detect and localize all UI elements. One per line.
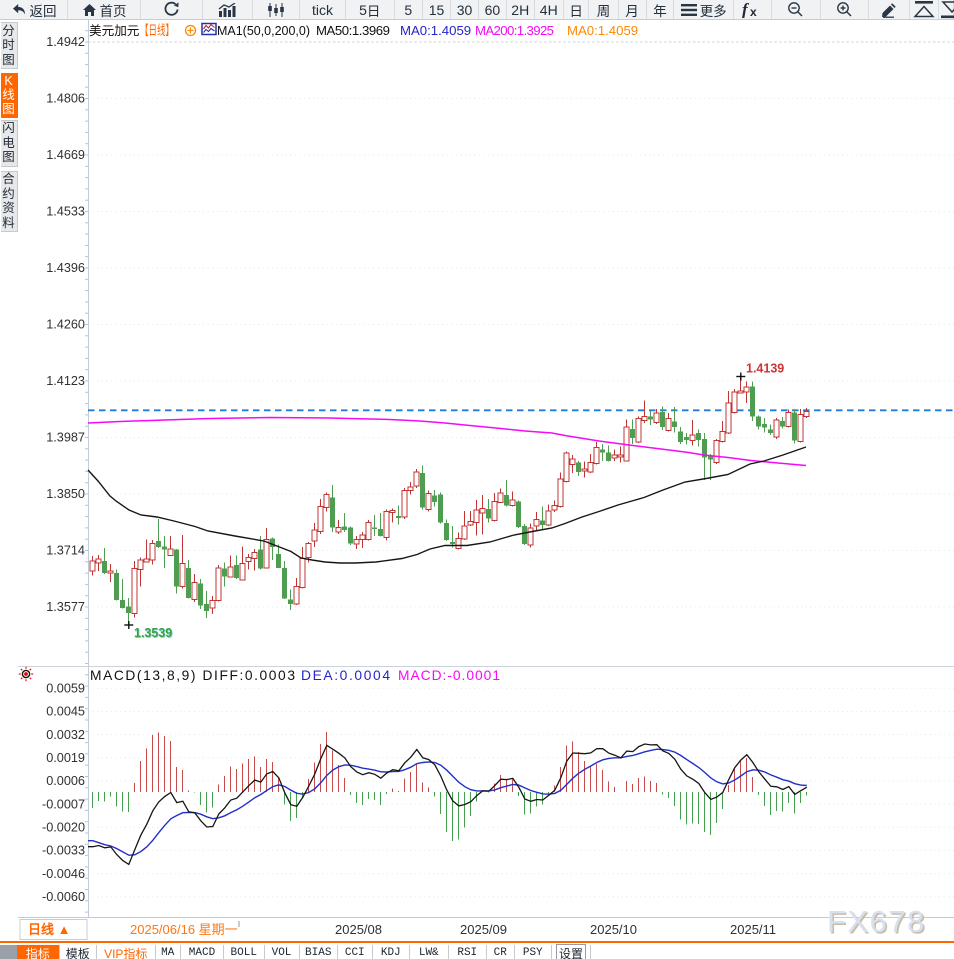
svg-text:2025/11: 2025/11	[730, 922, 776, 937]
svg-text:1.4806: 1.4806	[46, 92, 85, 106]
svg-text:-0.0007: -0.0007	[42, 797, 85, 811]
svg-text:0.0006: 0.0006	[46, 774, 85, 788]
svg-text:美元加元: 美元加元	[89, 24, 140, 38]
svg-text:MACD(13,8,9) DIFF:0.0003: MACD(13,8,9) DIFF:0.0003	[90, 668, 295, 683]
svg-text:1.3577: 1.3577	[46, 600, 85, 614]
svg-text:1.3539: 1.3539	[135, 627, 173, 641]
svg-text:1.4139: 1.4139	[746, 362, 784, 376]
svg-text:-0.0060: -0.0060	[42, 890, 85, 904]
svg-text:MA200:1.3925: MA200:1.3925	[475, 23, 554, 38]
svg-text:1.4396: 1.4396	[46, 261, 85, 275]
svg-text:1.3987: 1.3987	[46, 431, 85, 445]
svg-text:2025/06/16 星期一: 2025/06/16 星期一	[130, 922, 238, 937]
svg-text:x: x	[750, 5, 757, 18]
svg-text:MA50:1.3969: MA50:1.3969	[316, 23, 390, 38]
svg-text:MA0:1.4059: MA0:1.4059	[567, 23, 638, 38]
svg-text:0.0019: 0.0019	[46, 751, 85, 765]
svg-text:MA0:1.4059: MA0:1.4059	[400, 23, 471, 38]
svg-text:1.3539: 1.3539	[134, 626, 172, 640]
svg-text:f: f	[742, 1, 750, 18]
svg-text:FX678: FX678	[829, 906, 928, 941]
svg-text:1.4123: 1.4123	[46, 374, 85, 388]
svg-text:FX678: FX678	[827, 904, 926, 939]
svg-text:2025/08: 2025/08	[335, 922, 382, 937]
svg-text:DEA:0.0004: DEA:0.0004	[301, 668, 390, 683]
svg-text:0.0045: 0.0045	[46, 705, 85, 719]
svg-text:-0.0020: -0.0020	[42, 821, 85, 835]
svg-text:-0.0033: -0.0033	[42, 844, 85, 858]
svg-text:MA1(50,0,200,0): MA1(50,0,200,0)	[217, 23, 310, 38]
svg-text:-0.0046: -0.0046	[42, 867, 85, 881]
svg-text:1.3850: 1.3850	[46, 487, 85, 501]
svg-text:MACD:-0.0001: MACD:-0.0001	[398, 668, 500, 683]
svg-text:2025/10: 2025/10	[590, 922, 637, 937]
svg-text:1.4942: 1.4942	[46, 35, 85, 49]
svg-text:1.4669: 1.4669	[46, 148, 85, 162]
svg-text:1.4260: 1.4260	[46, 318, 85, 332]
svg-text:【日线】: 【日线】	[140, 23, 174, 38]
svg-text:1.4533: 1.4533	[46, 205, 85, 219]
svg-text:0.0032: 0.0032	[46, 728, 85, 742]
svg-text:日线 ▲: 日线 ▲	[28, 922, 70, 937]
svg-text:2025/09: 2025/09	[460, 922, 507, 937]
svg-text:1.3714: 1.3714	[46, 544, 85, 558]
svg-text:0.0059: 0.0059	[46, 682, 85, 696]
